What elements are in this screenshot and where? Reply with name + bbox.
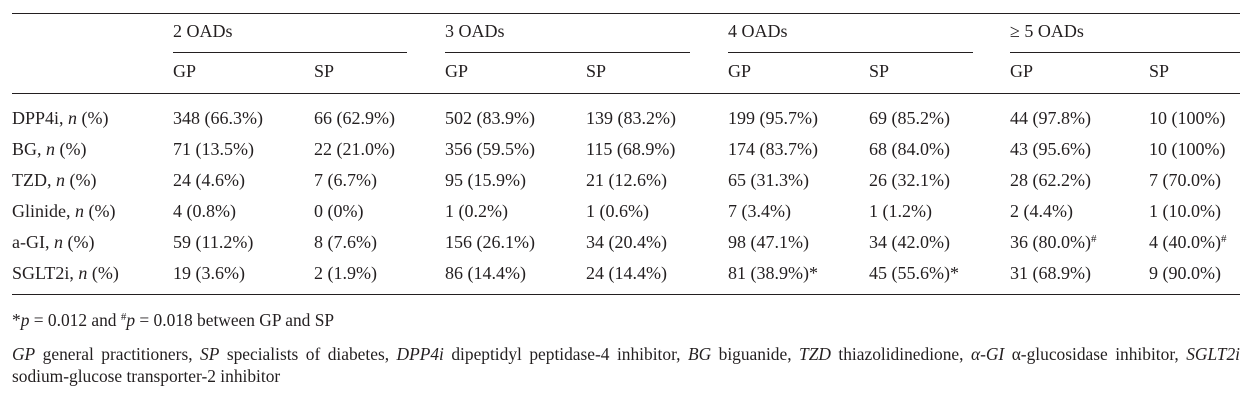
table-cell: 2 (4.4%) <box>1010 201 1073 221</box>
subheader-sp: SP <box>586 61 607 81</box>
table-cell: 22 (21.0%) <box>314 139 395 159</box>
table-cell: 0 (0%) <box>314 201 364 221</box>
table-cell: 26 (32.1%) <box>869 170 950 190</box>
table-cell: 2 (1.9%) <box>314 263 377 283</box>
table-cell: 28 (62.2%) <box>1010 170 1091 190</box>
subheader-sp: SP <box>869 61 890 81</box>
table-cell: 1 (10.0%) <box>1149 201 1221 221</box>
subheader-gp: GP <box>173 61 197 81</box>
group-header-3-oads: 3 OADs <box>445 21 505 41</box>
row-label-sglt2i: SGLT2i, n (%) <box>12 263 119 283</box>
table-cell: 69 (85.2%) <box>869 108 950 128</box>
significance-marker: # <box>1220 233 1227 245</box>
table-cell: 65 (31.3%) <box>728 170 809 190</box>
table-cell: 59 (11.2%) <box>173 232 254 252</box>
row-label-glinide: Glinide, n (%) <box>12 201 116 221</box>
table-cell: 174 (83.7%) <box>728 139 818 159</box>
table-cell: 156 (26.1%) <box>445 232 535 252</box>
group-underline-3-oads <box>445 52 690 53</box>
table-cell: 21 (12.6%) <box>586 170 667 190</box>
table-cell: 4 (0.8%) <box>173 201 236 221</box>
table-cell: 71 (13.5%) <box>173 139 254 159</box>
table-cell: 10 (100%) <box>1149 108 1226 128</box>
subheader-gp: GP <box>1010 61 1034 81</box>
table-header-rule <box>12 93 1240 94</box>
table-cell: 66 (62.9%) <box>314 108 395 128</box>
significance-marker: # <box>1090 233 1097 245</box>
subheader-sp: SP <box>1149 61 1170 81</box>
table-cell: 43 (95.6%) <box>1010 139 1091 159</box>
table-cell: 502 (83.9%) <box>445 108 535 128</box>
table-cell: 348 (66.3%) <box>173 108 263 128</box>
subheader-gp: GP <box>728 61 752 81</box>
table-cell: 34 (20.4%) <box>586 232 667 252</box>
table-cell: 24 (14.4%) <box>586 263 667 283</box>
group-header-2-oads: 2 OADs <box>173 21 233 41</box>
table-cell: 9 (90.0%) <box>1149 263 1221 283</box>
table-cell: 95 (15.9%) <box>445 170 526 190</box>
table-top-rule <box>12 13 1240 14</box>
table-cell: 199 (95.7%) <box>728 108 818 128</box>
table-cell: 81 (38.9%)* <box>728 263 818 283</box>
row-label-bg: BG, n (%) <box>12 139 87 159</box>
table-cell: 68 (84.0%) <box>869 139 950 159</box>
table-cell: 31 (68.9%) <box>1010 263 1091 283</box>
table-cell: 86 (14.4%) <box>445 263 526 283</box>
table-cell: 10 (100%) <box>1149 139 1226 159</box>
group-underline-4-oads <box>728 52 973 53</box>
abbreviation-legend: GP general practitioners, SP specialists… <box>12 344 1241 386</box>
table-cell: 44 (97.8%) <box>1010 108 1091 128</box>
table-cell: 1 (0.6%) <box>586 201 649 221</box>
row-label-a-gi: a-GI, n (%) <box>12 232 95 252</box>
table-cell: 24 (4.6%) <box>173 170 245 190</box>
table-cell: 8 (7.6%) <box>314 232 377 252</box>
table-cell: 1 (0.2%) <box>445 201 508 221</box>
table-cell: 45 (55.6%)* <box>869 263 959 283</box>
table-cell: 7 (70.0%) <box>1149 170 1221 190</box>
subheader-gp: GP <box>445 61 469 81</box>
table-cell: 7 (3.4%) <box>728 201 791 221</box>
subheader-sp: SP <box>314 61 335 81</box>
table-cell: 356 (59.5%) <box>445 139 535 159</box>
table-bottom-rule <box>12 294 1240 295</box>
table-cell: 115 (68.9%) <box>586 139 676 159</box>
table-cell: 139 (83.2%) <box>586 108 676 128</box>
table-cell: 36 (80.0%)# <box>1010 232 1097 252</box>
table-cell: 19 (3.6%) <box>173 263 245 283</box>
table-cell: 98 (47.1%) <box>728 232 809 252</box>
row-label-tzd: TZD, n (%) <box>12 170 97 190</box>
table-cell: 34 (42.0%) <box>869 232 950 252</box>
row-label-dpp4i: DPP4i, n (%) <box>12 108 109 128</box>
table-cell: 7 (6.7%) <box>314 170 377 190</box>
group-header-5-oads: ≥ 5 OADs <box>1010 21 1084 41</box>
table-cell: 4 (40.0%)# <box>1149 232 1227 252</box>
table-cell: 1 (1.2%) <box>869 201 932 221</box>
group-underline-2-oads <box>173 52 407 53</box>
group-header-4-oads: 4 OADs <box>728 21 788 41</box>
group-underline-5-oads <box>1010 52 1240 53</box>
p-value-footnote: *p = 0.012 and #p = 0.018 between GP and… <box>12 310 335 330</box>
